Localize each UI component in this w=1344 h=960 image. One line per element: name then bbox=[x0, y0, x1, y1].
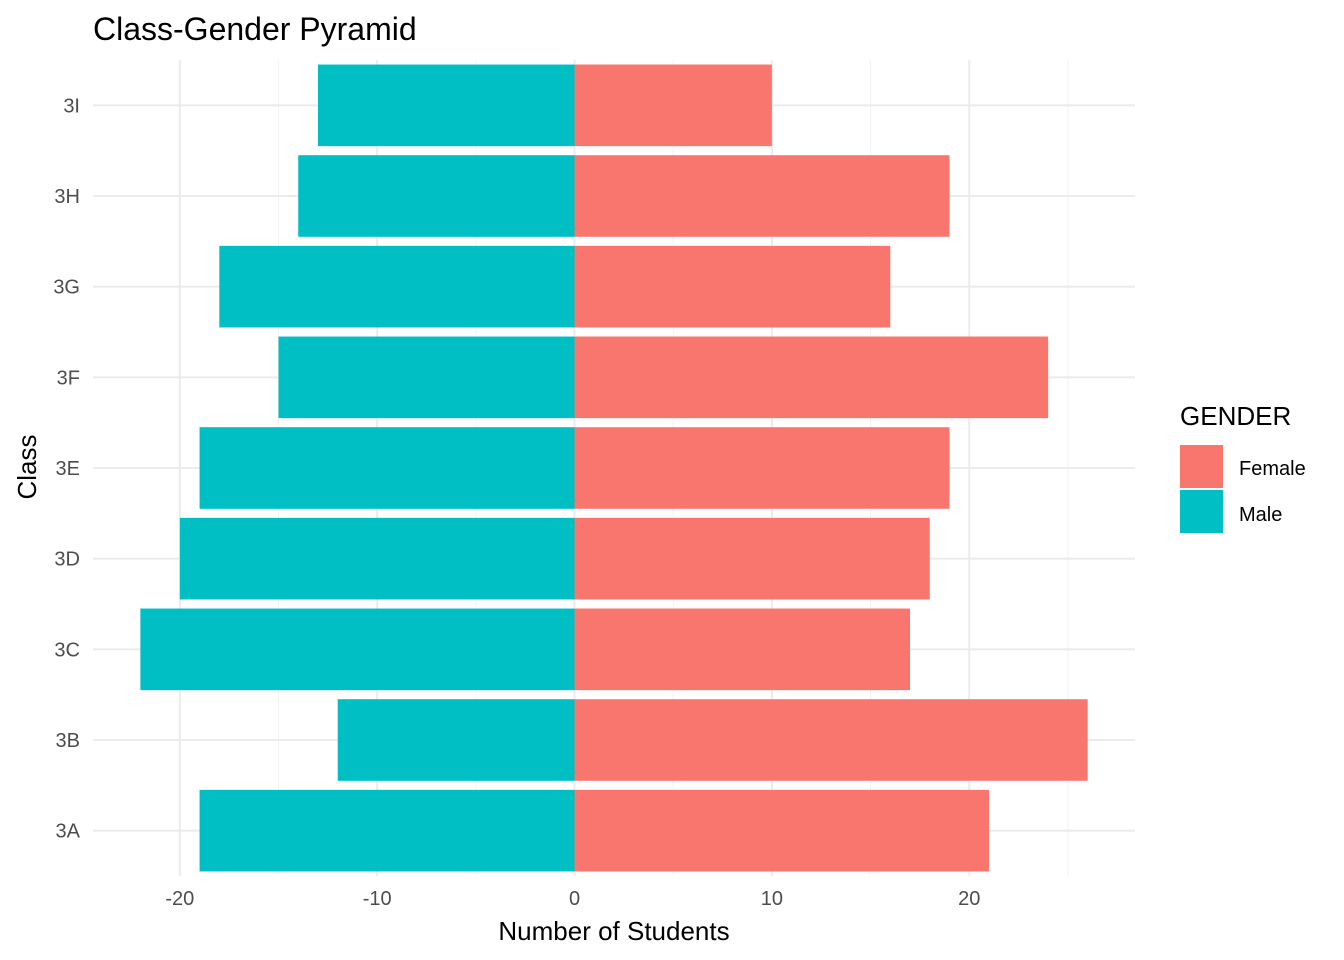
x-axis-title: Number of Students bbox=[498, 916, 729, 946]
legend-title: GENDER bbox=[1180, 401, 1291, 431]
bar-male-3c bbox=[140, 608, 575, 691]
bar-male-3d bbox=[179, 517, 575, 600]
bar-female-3g bbox=[574, 245, 891, 328]
bar-female-3f bbox=[574, 336, 1049, 419]
x-tick-label: -10 bbox=[363, 888, 392, 910]
bar-male-3h bbox=[298, 155, 575, 237]
y-tick-label: 3E bbox=[56, 458, 80, 480]
x-tick-label: 20 bbox=[958, 888, 980, 910]
bar-female-3h bbox=[574, 155, 950, 237]
y-axis-ticks: 3A 3B 3C 3D 3E 3F 3G 3H 3I bbox=[53, 95, 80, 842]
bar-female-3b bbox=[574, 699, 1088, 781]
legend-swatch-female bbox=[1180, 445, 1223, 488]
y-tick-label: 3H bbox=[54, 186, 80, 208]
bar-male-3g bbox=[219, 245, 575, 328]
y-tick-label: 3G bbox=[53, 277, 80, 299]
bars bbox=[140, 64, 1088, 872]
bar-female-3i bbox=[574, 64, 772, 147]
legend-label-male: Male bbox=[1239, 504, 1282, 526]
legend-label-female: Female bbox=[1239, 458, 1306, 480]
y-tick-label: 3D bbox=[54, 549, 80, 571]
bar-female-3c bbox=[574, 608, 911, 691]
chart-title: Class-Gender Pyramid bbox=[93, 11, 417, 47]
x-tick-label: 0 bbox=[569, 888, 580, 910]
bar-male-3b bbox=[337, 699, 575, 781]
bar-female-3e bbox=[574, 427, 950, 509]
y-tick-label: 3C bbox=[54, 639, 80, 661]
x-axis-ticks: -20 -10 0 10 20 bbox=[165, 888, 980, 910]
bar-female-3a bbox=[574, 789, 989, 872]
bar-female-3d bbox=[574, 517, 930, 600]
bar-male-3f bbox=[278, 336, 575, 419]
y-tick-label: 3B bbox=[56, 730, 80, 752]
x-tick-label: -20 bbox=[165, 888, 194, 910]
bar-male-3a bbox=[199, 789, 575, 872]
y-tick-label: 3I bbox=[63, 95, 80, 117]
y-axis-title: Class bbox=[12, 434, 42, 499]
y-tick-label: 3A bbox=[56, 821, 81, 843]
x-tick-label: 10 bbox=[761, 888, 783, 910]
legend-swatch-male bbox=[1180, 490, 1223, 533]
bar-male-3i bbox=[317, 64, 575, 147]
y-tick-label: 3F bbox=[57, 367, 80, 389]
legend: GENDER Female Male bbox=[1180, 401, 1306, 533]
bar-male-3e bbox=[199, 427, 575, 509]
